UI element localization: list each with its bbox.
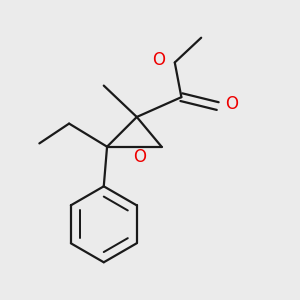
Text: O: O (152, 51, 165, 69)
Text: O: O (133, 148, 146, 166)
Text: O: O (225, 95, 238, 113)
